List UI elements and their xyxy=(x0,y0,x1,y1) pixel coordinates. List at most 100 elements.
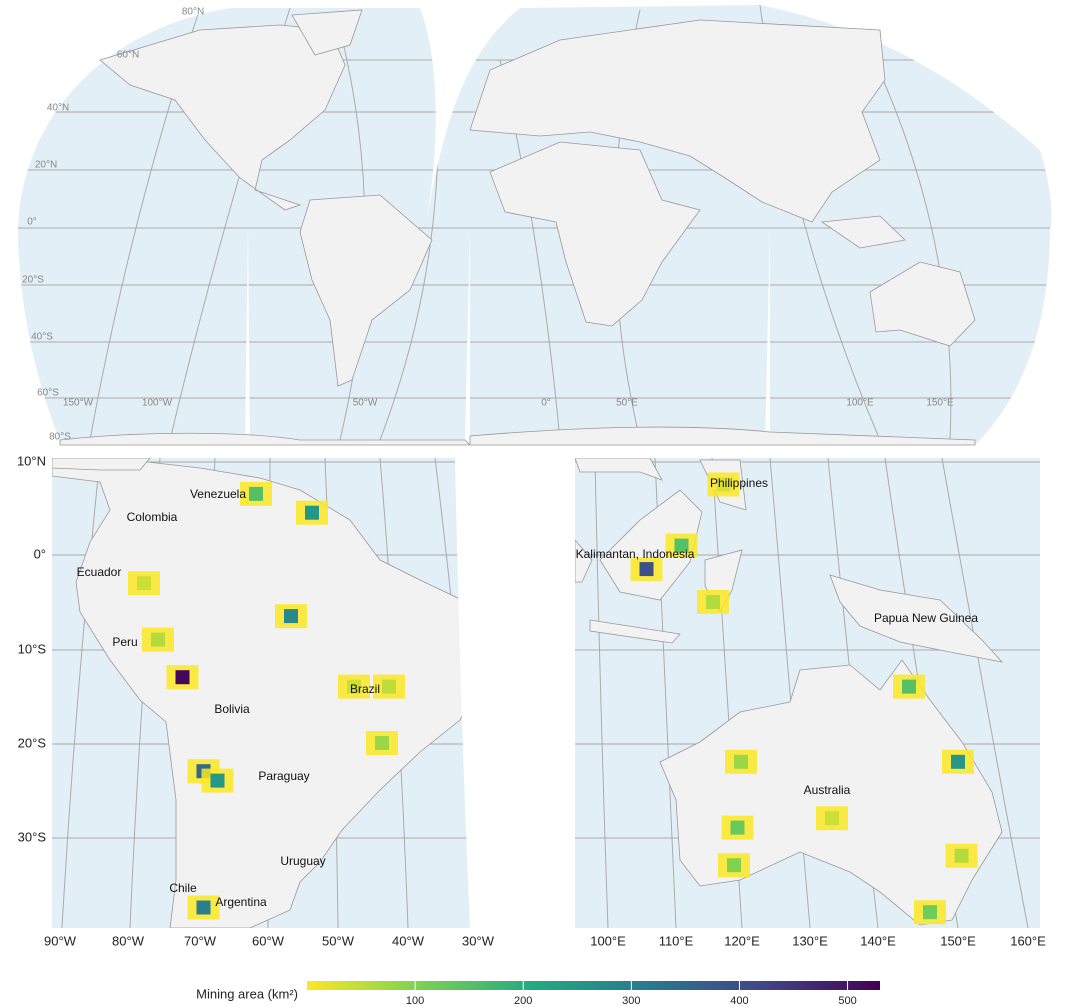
south-america xyxy=(299,194,433,387)
lon-label: 160°E xyxy=(1010,933,1046,948)
lat-label: 60°N xyxy=(117,50,139,61)
lon-label: 130°E xyxy=(792,933,828,948)
mining-cell xyxy=(674,538,689,553)
place-label: Ecuador xyxy=(77,565,122,579)
mining-cell xyxy=(639,562,654,577)
mining-cell xyxy=(375,736,389,750)
lon-label: 40°W xyxy=(392,933,425,948)
lon-label: 100°W xyxy=(142,398,173,409)
lat-label: 10°N xyxy=(17,453,46,468)
lon-label: 140°E xyxy=(860,933,896,948)
mining-cell xyxy=(137,576,151,591)
indonesia xyxy=(820,215,906,249)
place-label: Brazil xyxy=(350,682,380,696)
lat-label: 20°S xyxy=(22,275,44,286)
colorbar-tick-label: 100 xyxy=(406,995,424,1007)
legend: Mining area (km²) 100 200 300 400 500 xyxy=(196,981,880,1007)
antarctica xyxy=(59,426,976,446)
mainland-asia xyxy=(575,458,663,481)
lon-label: 100°E xyxy=(846,398,874,409)
inset-south-america: Venezuela Colombia Ecuador Peru Bolivia Brazi… xyxy=(17,453,517,948)
lon-label: 120°E xyxy=(724,933,760,948)
lat-label: 20°N xyxy=(35,160,57,171)
mining-cell xyxy=(347,679,361,694)
mining-cell xyxy=(825,811,839,826)
lat-label: 10°S xyxy=(18,641,47,656)
lat-label: 80°N xyxy=(182,7,204,18)
lat-label: 0° xyxy=(34,546,46,561)
lon-label: 70°W xyxy=(184,933,217,948)
place-label: Chile xyxy=(169,881,197,895)
lon-label: 50°W xyxy=(322,933,355,948)
mining-cell xyxy=(210,773,225,788)
eurasia xyxy=(469,19,886,223)
lon-label: 50°W xyxy=(353,398,378,409)
lon-label: 150°E xyxy=(940,933,976,948)
mining-cell xyxy=(734,754,748,769)
mining-cell xyxy=(284,609,298,624)
continents xyxy=(59,9,976,446)
world-labels: 80°N 60°N 40°N 20°N 0° 20°S 40°S 60°S 80°S 150°W 1… xyxy=(22,7,954,443)
mining-cells xyxy=(128,481,405,920)
mining-cell xyxy=(716,477,731,492)
lon-label: 0° xyxy=(541,398,551,409)
mining-cell xyxy=(175,670,190,685)
africa xyxy=(489,141,701,327)
mining-cell xyxy=(305,505,319,520)
lon-label: 50°E xyxy=(616,398,638,409)
central-america xyxy=(52,458,151,471)
lat-label: 60°S xyxy=(37,388,59,399)
mining-cell xyxy=(706,595,720,609)
colorbar-tick-label: 300 xyxy=(622,995,640,1007)
lon-label: 30°W xyxy=(462,933,495,948)
mining-cells xyxy=(630,472,978,925)
lat-label: 30°S xyxy=(18,829,47,844)
mining-cell xyxy=(730,820,745,835)
mining-cell xyxy=(951,754,965,769)
lon-label: 80°W xyxy=(112,933,145,948)
world-map: 80°N 60°N 40°N 20°N 0° 20°S 40°S 60°S 80°S 150°W 1… xyxy=(18,5,1052,446)
lat-label: 80°S xyxy=(49,432,71,443)
place-label: Paraguay xyxy=(258,769,309,783)
inset-labels: Venezuela Colombia Ecuador Peru Bolivia Brazi… xyxy=(17,453,495,948)
australia xyxy=(869,261,976,347)
java xyxy=(589,619,681,644)
mining-cell xyxy=(902,679,916,694)
lon-label: 60°W xyxy=(252,933,285,948)
lon-label: 150°E xyxy=(926,398,954,409)
colorbar-tick-label: 200 xyxy=(514,995,532,1007)
south-america-land xyxy=(52,459,509,928)
place-label: Colombia xyxy=(127,510,178,524)
legend-title: Mining area (km²) xyxy=(196,986,298,1001)
sumatra xyxy=(575,539,593,583)
place-label: Venezuela xyxy=(190,487,246,501)
mining-cell xyxy=(151,632,165,647)
place-label: Australia xyxy=(804,783,851,797)
lat-label: 40°N xyxy=(47,103,69,114)
greenland xyxy=(291,9,363,56)
mining-cell xyxy=(923,905,937,920)
place-label: Peru xyxy=(112,635,137,649)
mining-cell xyxy=(382,679,396,694)
lon-label: 110°E xyxy=(659,933,694,948)
inset-labels: Philippines Kalimantan, Indonesia Papua Ne… xyxy=(576,476,1046,948)
place-label: Philippines xyxy=(710,476,768,490)
mining-cell xyxy=(727,858,741,873)
place-label: Bolivia xyxy=(214,702,250,716)
lat-label: 40°S xyxy=(31,332,53,343)
inset-asia-australia: Philippines Kalimantan, Indonesia Papua Ne… xyxy=(575,458,1046,948)
mining-cell xyxy=(196,900,211,915)
mining-cell xyxy=(249,486,263,501)
colorbar xyxy=(307,981,880,990)
lon-label: 150°W xyxy=(63,398,94,409)
place-label: Papua New Guinea xyxy=(874,611,978,625)
place-label: Argentina xyxy=(215,895,267,909)
parallels xyxy=(575,461,1040,839)
lon-label: 90°W xyxy=(44,933,77,948)
colorbar-tick-label: 400 xyxy=(730,995,748,1007)
new-guinea xyxy=(829,574,1004,663)
place-label: Uruguay xyxy=(280,854,325,868)
mining-cell xyxy=(954,848,969,863)
lat-label: 0° xyxy=(27,217,37,228)
